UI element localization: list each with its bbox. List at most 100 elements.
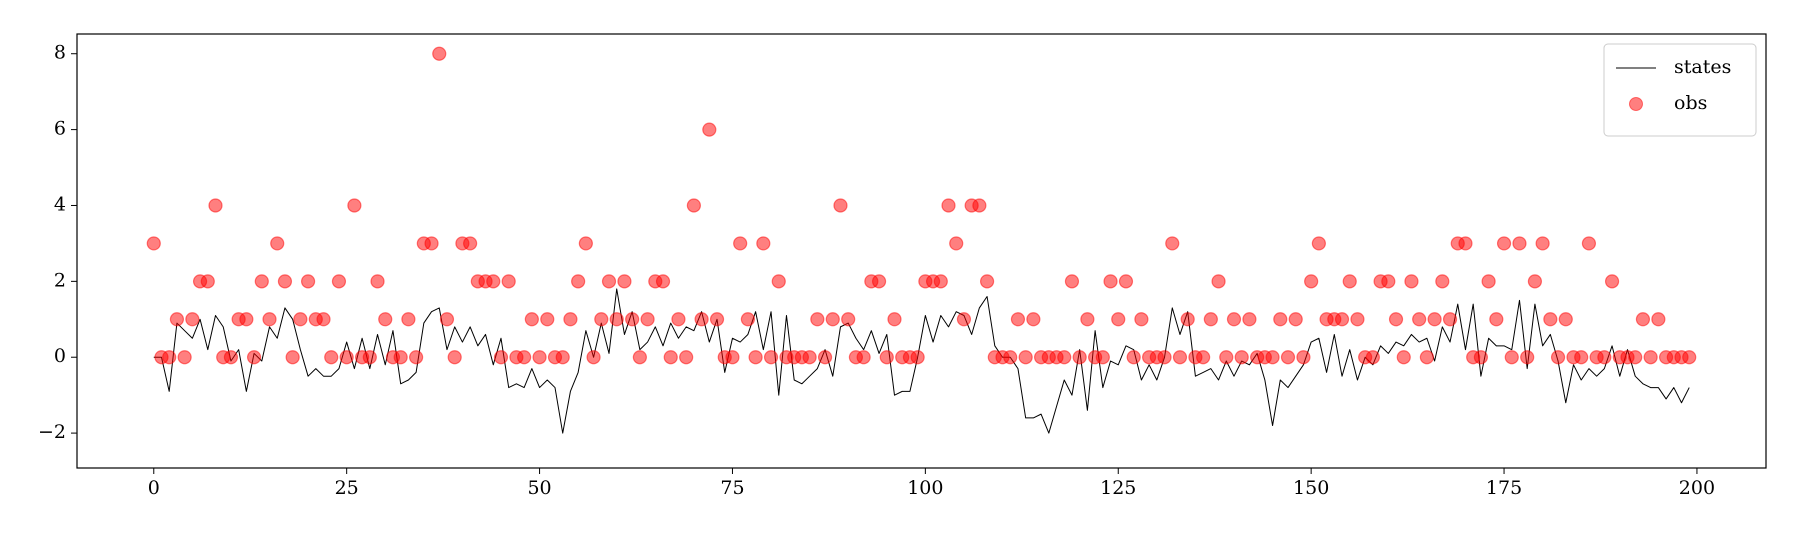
- x-tick-label: 25: [335, 477, 359, 499]
- obs-point: [501, 274, 516, 289]
- obs-point: [277, 274, 293, 289]
- y-tick-label: 6: [54, 118, 66, 140]
- obs-point: [1196, 350, 1211, 365]
- plot-frame: [76, 33, 1767, 469]
- obs-point: [1496, 236, 1512, 251]
- obs-point: [571, 274, 586, 289]
- obs-point: [841, 312, 856, 327]
- obs-point: [1057, 350, 1072, 365]
- obs-point: [432, 46, 447, 61]
- legend-label: states: [1674, 56, 1731, 78]
- obs-point: [1003, 350, 1018, 365]
- obs-point: [1682, 350, 1697, 365]
- obs-point: [825, 312, 840, 327]
- obs-point: [1458, 236, 1473, 251]
- obs-point: [347, 198, 362, 213]
- obs-point: [1165, 236, 1180, 251]
- obs-point: [1219, 350, 1234, 365]
- obs-point: [725, 350, 740, 365]
- obs-point: [748, 350, 763, 365]
- obs-point: [1635, 312, 1651, 327]
- obs-point: [632, 350, 647, 365]
- obs-point: [362, 350, 377, 365]
- obs-point: [756, 236, 771, 251]
- obs-point: [200, 274, 215, 289]
- obs-point: [1473, 350, 1488, 365]
- obs-point: [1535, 236, 1550, 251]
- obs-point: [293, 312, 308, 327]
- obs-point: [771, 274, 786, 289]
- obs-point: [1126, 350, 1141, 365]
- obs-point: [540, 312, 555, 327]
- obs-point: [879, 350, 894, 365]
- obs-point: [146, 236, 161, 251]
- obs-point: [254, 274, 269, 289]
- obs-point: [1273, 312, 1288, 327]
- x-tick-label: 0: [148, 477, 160, 499]
- obs-point: [617, 274, 632, 289]
- obs-point: [972, 198, 987, 213]
- obs-point: [1172, 350, 1188, 365]
- obs-point: [1350, 312, 1365, 327]
- obs-point: [740, 312, 755, 327]
- obs-point: [1134, 312, 1149, 327]
- obs-point: [1597, 350, 1612, 365]
- obs-point: [625, 312, 640, 327]
- obs-point: [1481, 274, 1496, 289]
- obs-point: [409, 350, 424, 365]
- obs-point: [833, 198, 848, 213]
- obs-point: [169, 312, 185, 327]
- y-tick-label: −2: [38, 421, 66, 443]
- obs-point: [1072, 350, 1087, 365]
- obs-point: [1234, 350, 1249, 365]
- obs-point: [1103, 274, 1118, 289]
- obs-point: [1265, 350, 1280, 365]
- obs-point: [563, 312, 578, 327]
- obs-point: [763, 350, 779, 365]
- obs-point: [316, 312, 331, 327]
- obs-point: [1064, 274, 1080, 289]
- obs-point: [586, 350, 601, 365]
- obs-point: [578, 236, 593, 251]
- obs-point: [285, 350, 300, 365]
- obs-point: [1010, 312, 1026, 327]
- obs-point: [1651, 312, 1666, 327]
- obs-point: [378, 312, 393, 327]
- obs-point: [1203, 312, 1218, 327]
- y-tick-label: 2: [54, 269, 66, 291]
- obs-point: [1242, 312, 1257, 327]
- obs-point: [1111, 312, 1126, 327]
- obs-point: [979, 274, 995, 289]
- obs-point: [324, 350, 339, 365]
- obs-point: [1643, 350, 1658, 365]
- obs-point: [1442, 312, 1458, 327]
- legend-label: obs: [1674, 92, 1707, 114]
- obs-point: [1550, 350, 1566, 365]
- obs-point: [1574, 350, 1589, 365]
- obs-point: [663, 350, 678, 365]
- obs-point: [1581, 236, 1597, 251]
- obs-point: [532, 350, 547, 365]
- obs-point: [817, 350, 833, 365]
- obs-point: [1504, 350, 1519, 365]
- obs-point: [486, 274, 501, 289]
- y-tick-label: 8: [54, 42, 66, 64]
- legend-box: [1603, 43, 1757, 137]
- obs-point: [555, 350, 570, 365]
- obs-point: [933, 274, 948, 289]
- x-tick-label: 175: [1486, 477, 1522, 499]
- obs-point: [871, 274, 887, 289]
- x-tick-label: 200: [1679, 477, 1715, 499]
- obs-point: [1543, 312, 1558, 327]
- y-tick-label: 0: [54, 345, 66, 367]
- obs-point: [1180, 312, 1195, 327]
- obs-point: [1512, 236, 1527, 251]
- obs-point: [1388, 312, 1404, 327]
- obs-point: [1342, 274, 1357, 289]
- x-tick-label: 150: [1293, 477, 1329, 499]
- obs-point: [185, 312, 200, 327]
- x-tick-label: 75: [720, 477, 744, 499]
- obs-point: [709, 312, 725, 327]
- obs-point: [609, 312, 624, 327]
